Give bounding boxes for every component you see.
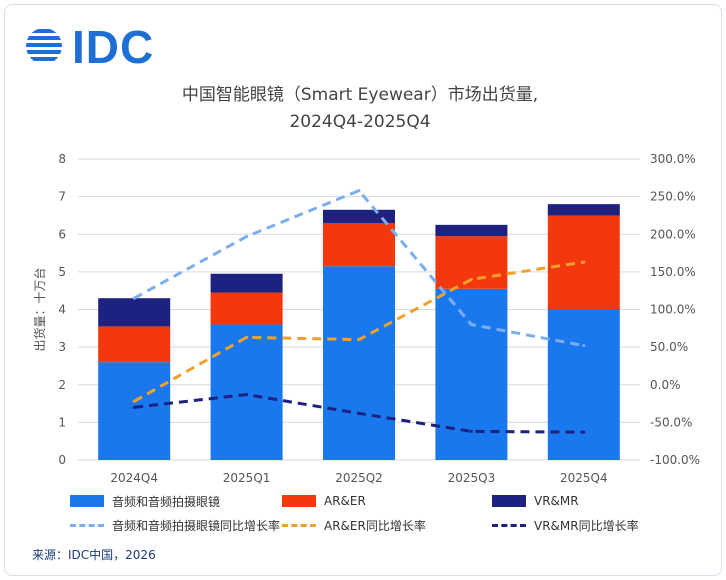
line-audio-yoy-point: [245, 235, 249, 239]
x-tick-label: 2025Q3: [448, 471, 496, 485]
y2-tick-label: 250.0%: [650, 190, 696, 204]
line-arer-yoy-point: [132, 399, 136, 403]
chart-legend: 音频和音频拍摄眼镜 AR&ER VR&MR 音频和音频拍摄眼镜同比增长率 AR&…: [60, 486, 700, 536]
bar-audio: [210, 324, 283, 460]
y2-tick-label: -50.0%: [650, 415, 692, 429]
legend-line-audio-yoy: [70, 523, 104, 527]
y-tick-label: 1: [58, 415, 66, 429]
line-audio-yoy-point: [132, 296, 136, 300]
legend-item-audio: 音频和音频拍摄眼镜: [70, 492, 220, 510]
line-arer-yoy-point: [582, 260, 586, 264]
y-tick-label: 8: [58, 152, 66, 166]
legend-swatch-arer: [282, 495, 316, 507]
legend-label-audio: 音频和音频拍摄眼镜: [112, 494, 221, 509]
chart-title-line1: 中国智能眼镜（Smart Eyewear）市场出货量,: [181, 85, 539, 105]
y-tick-label: 6: [58, 227, 66, 241]
x-tick-label: 2025Q2: [335, 471, 383, 485]
y2-tick-label: 0.0%: [650, 378, 681, 392]
line-vrmr-yoy-point: [245, 393, 249, 397]
bar-vrmr: [435, 224, 508, 237]
y-tick-label: 3: [58, 340, 66, 354]
line-arer-yoy-point: [469, 277, 473, 281]
bar-vrmr: [98, 298, 171, 327]
y-tick-label: 0: [58, 453, 66, 467]
legend-label-vrmr-yoy: VR&MR同比增长率: [534, 518, 639, 533]
legend-item-arer-yoy: AR&ER同比增长率: [282, 516, 426, 534]
legend-line-arer-yoy: [282, 523, 316, 527]
bar-audio: [98, 362, 171, 460]
legend-item-arer: AR&ER: [282, 492, 366, 510]
x-tick-label: 2025Q4: [560, 471, 608, 485]
legend-label-audio-yoy: 音频和音频拍摄眼镜同比增长率: [112, 518, 281, 533]
bar-audio: [323, 266, 395, 460]
y-tick-label: 2: [58, 378, 66, 392]
line-arer-yoy-point: [245, 335, 249, 339]
chart-title-line2: 2024Q4-2025Q4: [289, 112, 431, 132]
x-tick-label: 2024Q4: [110, 471, 158, 485]
line-vrmr-yoy-point: [582, 430, 586, 434]
y2-tick-label: 200.0%: [650, 227, 696, 241]
x-tick-label: 2025Q1: [223, 471, 271, 485]
y-tick-label: 5: [58, 265, 66, 279]
y2-tick-label: -100.0%: [650, 453, 700, 467]
line-audio-yoy-point: [582, 344, 586, 348]
line-vrmr-yoy-point: [357, 411, 361, 415]
y-axis-title: 出货量：十万台: [32, 267, 47, 351]
line-vrmr-yoy-point: [132, 405, 136, 409]
legend-label-arer-yoy: AR&ER同比增长率: [324, 518, 426, 533]
line-vrmr-yoy-point: [469, 429, 473, 433]
idc-logo: IDC: [24, 21, 164, 73]
legend-swatch-audio: [70, 495, 104, 507]
bar-audio: [547, 309, 620, 460]
legend-item-vrmr-yoy: VR&MR同比增长率: [492, 516, 639, 534]
legend-item-vrmr: VR&MR: [492, 492, 579, 510]
y-tick-label: 7: [58, 190, 66, 204]
legend-swatch-vrmr: [492, 495, 526, 507]
source-note: 来源：IDC中国，2026: [32, 548, 156, 562]
bar-audio: [435, 288, 508, 460]
bar-arer: [98, 326, 171, 363]
legend-label-vrmr: VR&MR: [534, 494, 579, 508]
y2-tick-label: 300.0%: [650, 152, 696, 166]
bar-arer: [210, 292, 283, 325]
logo-text: IDC: [72, 21, 155, 73]
legend-label-arer: AR&ER: [324, 494, 366, 508]
legend-item-audio-yoy: 音频和音频拍摄眼镜同比增长率: [70, 516, 280, 534]
legend-line-vrmr-yoy: [492, 523, 526, 527]
y-tick-label: 4: [58, 303, 66, 317]
bar-arer: [323, 222, 395, 267]
line-arer-yoy-point: [357, 338, 361, 342]
y2-tick-label: 150.0%: [650, 265, 696, 279]
y2-tick-label: 100.0%: [650, 303, 696, 317]
bar-vrmr: [547, 204, 620, 216]
y2-tick-label: 50.0%: [650, 340, 688, 354]
line-audio-yoy-point: [469, 323, 473, 327]
globe-icon: [26, 29, 62, 61]
bar-vrmr: [210, 273, 283, 293]
line-audio-yoy-point: [357, 189, 361, 193]
